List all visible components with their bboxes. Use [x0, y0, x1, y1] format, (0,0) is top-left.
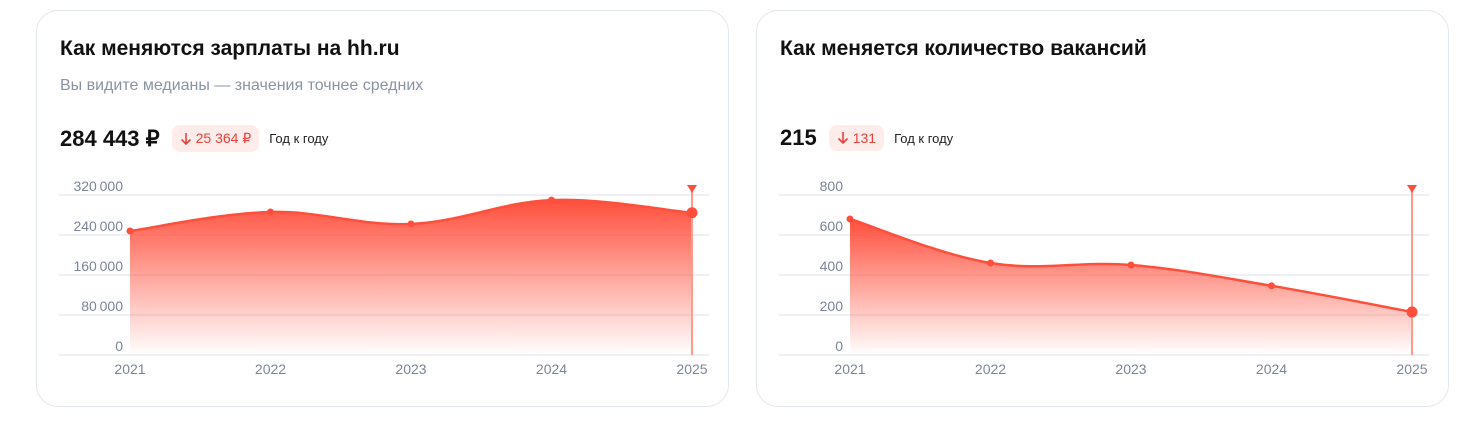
salary-change-value: 25 364 ₽: [195, 130, 252, 146]
data-point[interactable]: [1406, 306, 1418, 318]
y-tick-label: 600: [820, 218, 844, 234]
y-tick-label: 200: [820, 298, 844, 314]
y-tick-label: 240 000: [73, 218, 123, 234]
data-point[interactable]: [1127, 261, 1135, 269]
y-tick-label: 80 000: [81, 298, 123, 314]
vacancies-title: Как меняется количество вакансий: [780, 37, 1147, 60]
x-tick-label: 2021: [834, 361, 865, 377]
vacancies-change-period: Год к году: [894, 130, 954, 146]
data-point[interactable]: [686, 207, 698, 219]
data-point[interactable]: [987, 259, 994, 267]
vacancies-current-value: 215: [780, 125, 817, 150]
salary-change-period: Год к году: [269, 131, 329, 146]
x-tick-label: 2023: [395, 361, 426, 377]
y-tick-label: 800: [820, 178, 844, 194]
vacancies-chart[interactable]: 0 200 400 600 800 2021 2022 2023 2024 2025: [757, 11, 1450, 408]
x-tick-label: 2023: [1115, 361, 1146, 377]
x-tick-label: 2022: [975, 361, 1006, 377]
y-tick-label: 0: [115, 338, 123, 354]
data-point[interactable]: [1268, 282, 1275, 290]
salary-card: Как меняются зарплаты на hh.ru Вы видите…: [36, 10, 729, 407]
marker-triangle-icon: [1407, 185, 1417, 193]
vacancies-card: Как меняется количество вакансий 215 131…: [756, 10, 1449, 407]
y-tick-label: 320 000: [73, 178, 123, 194]
arrow-down-icon: [180, 132, 191, 145]
vacancies-value-row: 215 131 Год к году: [780, 125, 953, 151]
area-fill: [130, 199, 692, 355]
salary-subtitle: Вы видите медианы — значения точнее сред…: [60, 77, 424, 94]
data-point[interactable]: [126, 227, 134, 235]
x-tick-label: 2025: [1396, 361, 1427, 377]
data-point[interactable]: [267, 208, 274, 216]
x-tick-label: 2021: [114, 361, 145, 377]
y-tick-label: 0: [835, 338, 843, 354]
arrow-down-icon: [837, 132, 848, 145]
x-tick-label: 2025: [676, 361, 707, 377]
data-point[interactable]: [548, 196, 555, 204]
salary-current-value: 284 443 ₽: [60, 125, 160, 151]
x-tick-label: 2024: [536, 361, 567, 377]
vacancies-change-value: 131: [852, 130, 877, 146]
salary-change-badge: 25 364 ₽: [171, 125, 260, 152]
data-point[interactable]: [846, 215, 854, 223]
y-tick-label: 160 000: [73, 258, 123, 274]
data-point[interactable]: [407, 220, 415, 228]
x-tick-label: 2022: [255, 361, 286, 377]
salary-chart[interactable]: 0 80 000 160 000 240 000 320 000 2021 2022 2023…: [37, 11, 730, 408]
area-fill: [850, 219, 1412, 355]
x-tick-label: 2024: [1256, 361, 1287, 377]
salary-title: Как меняются зарплаты на hh.ru: [60, 37, 400, 60]
y-tick-label: 400: [820, 258, 844, 274]
salary-value-row: 284 443 ₽ 25 364 ₽ Год к году: [60, 125, 328, 152]
vacancies-change-badge: 131: [828, 125, 885, 151]
marker-triangle-icon: [687, 185, 697, 193]
